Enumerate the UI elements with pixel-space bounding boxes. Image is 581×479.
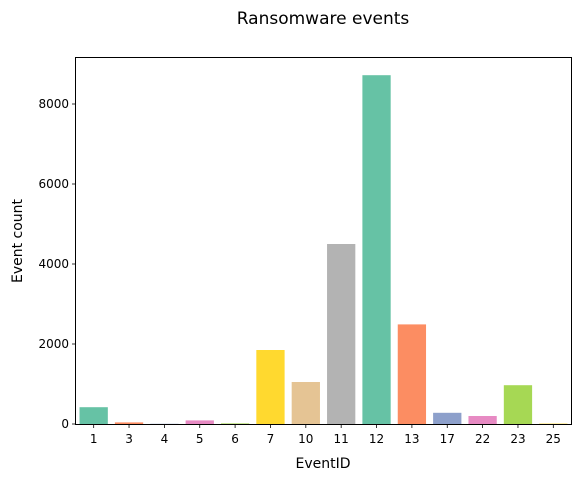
y-axis-ticks: 0 2000 4000 6000 8000	[38, 97, 76, 431]
y-tick-label: 6000	[38, 177, 69, 191]
x-tick-label: 7	[267, 432, 275, 446]
y-tick-label: 4000	[38, 257, 69, 271]
bar-10	[291, 382, 320, 424]
x-tick-label: 1	[90, 432, 98, 446]
y-tick-label: 0	[61, 417, 69, 431]
bar-1	[79, 407, 108, 424]
x-tick-label: 17	[440, 432, 455, 446]
x-tick-label: 4	[161, 432, 169, 446]
x-tick-label: 22	[475, 432, 490, 446]
x-tick-label: 23	[510, 432, 525, 446]
x-tick-label: 13	[404, 432, 419, 446]
x-tick-label: 12	[369, 432, 384, 446]
x-tick-label: 10	[298, 432, 313, 446]
plot-frame	[75, 57, 572, 425]
chart-title: Ransomware events	[237, 9, 410, 29]
bar-12	[362, 75, 391, 424]
bar-23	[503, 385, 533, 424]
x-tick-label: 5	[196, 432, 204, 446]
bar-17	[433, 412, 462, 424]
bar-22	[468, 416, 497, 424]
y-tick-label: 2000	[38, 337, 69, 351]
x-tick-label: 25	[546, 432, 561, 446]
y-axis-label: Event count	[10, 198, 26, 283]
x-tick-label: 3	[125, 432, 133, 446]
x-tick-label: 11	[334, 432, 349, 446]
bar-6	[220, 423, 250, 424]
bar-11	[327, 244, 356, 424]
bar-7	[256, 350, 285, 424]
bar-5	[185, 420, 214, 424]
x-axis-label: EventID	[295, 456, 350, 472]
x-tick-label: 6	[231, 432, 239, 446]
bars-group	[79, 75, 568, 424]
bar-3	[114, 422, 144, 424]
y-tick-label: 8000	[38, 97, 69, 111]
bar-13	[397, 324, 427, 424]
x-axis-ticks: 1 3 4 5 6 7 10 11 12 13 17 22 23 25	[90, 424, 561, 446]
